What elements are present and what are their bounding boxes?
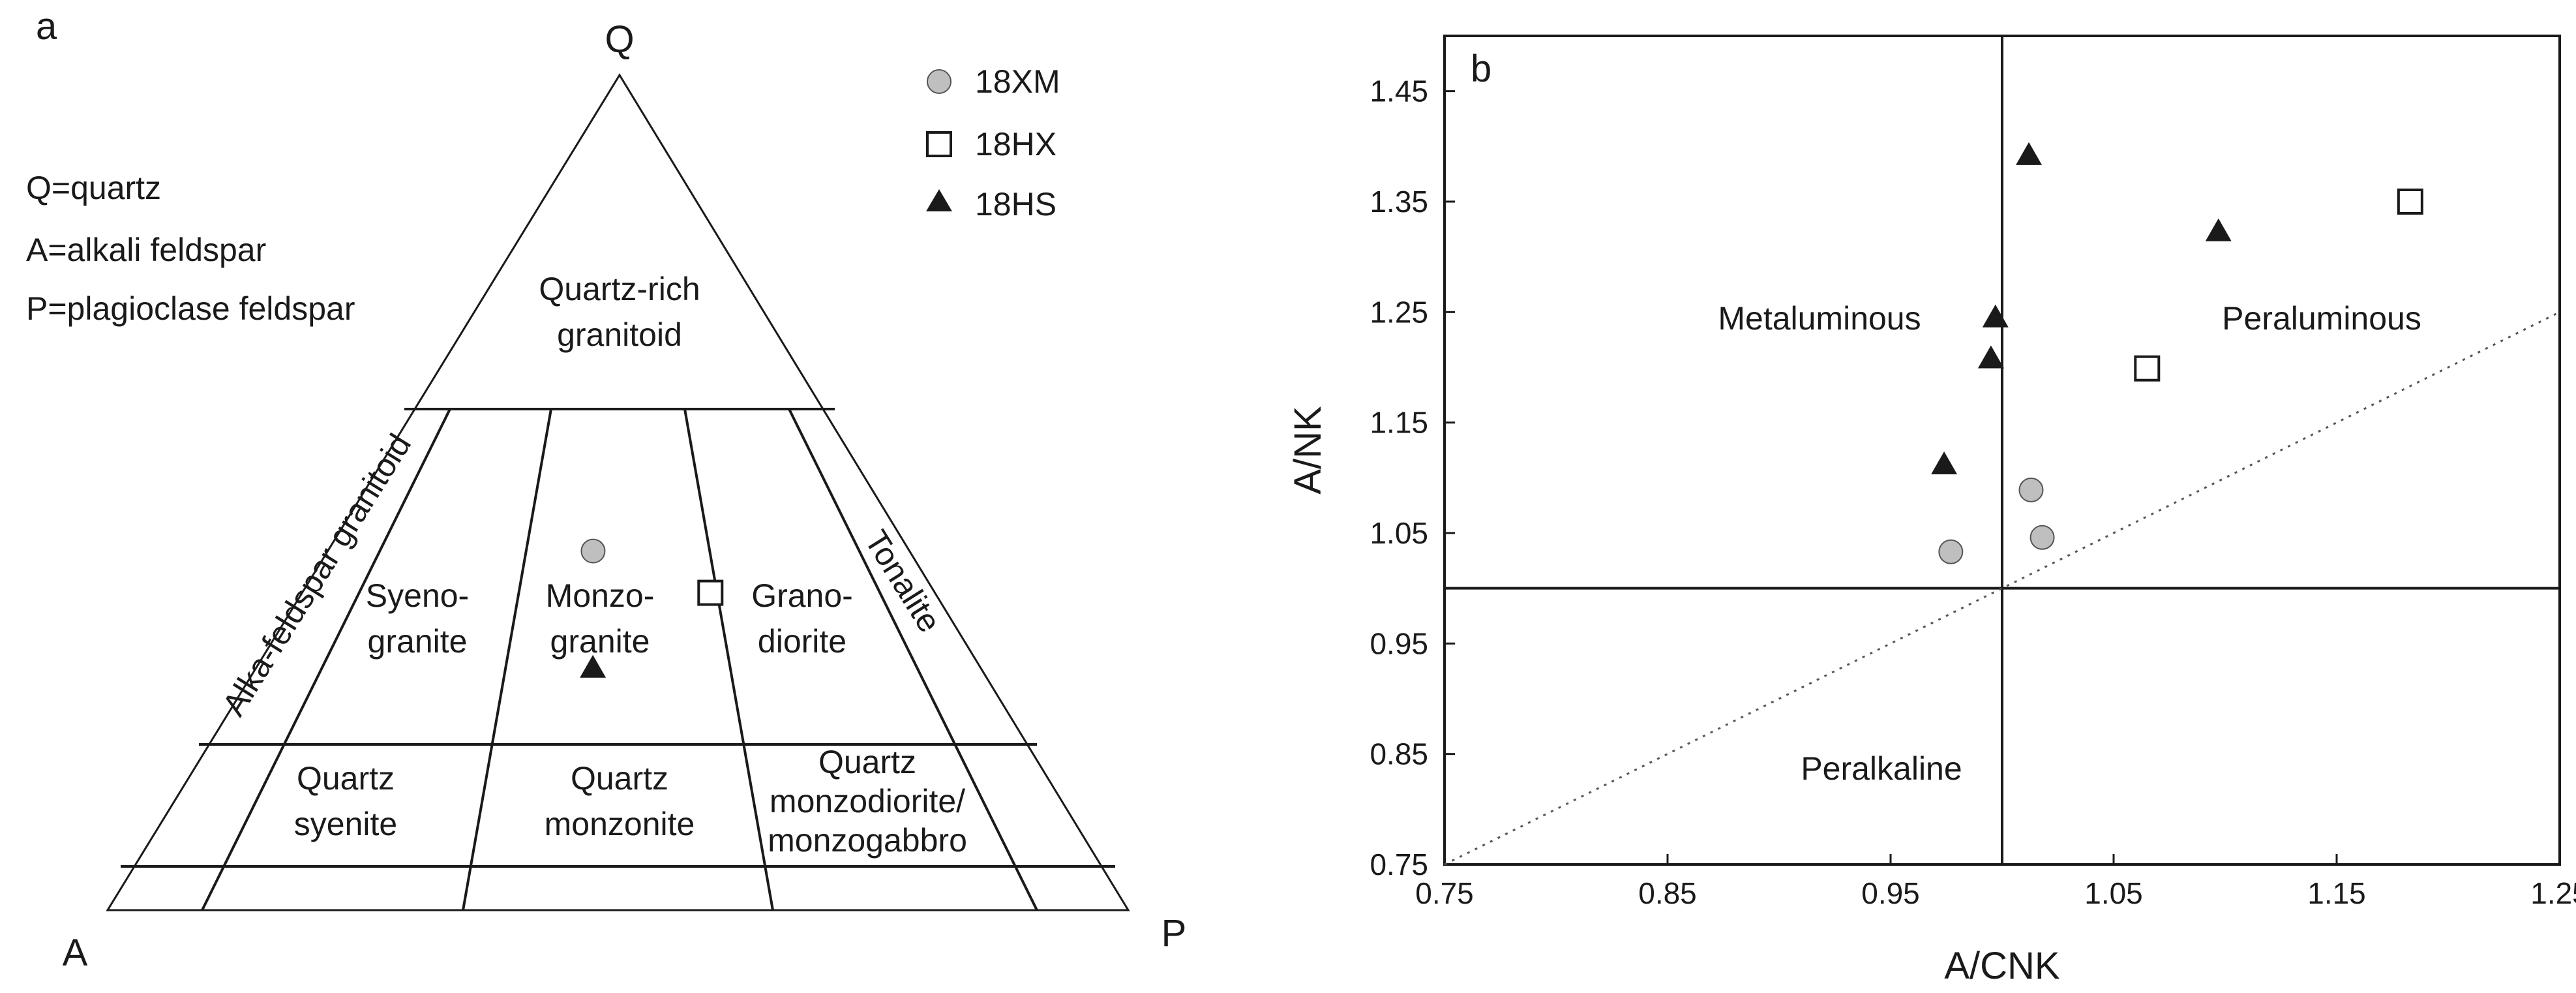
x-axis-label: A/CNK — [1944, 945, 2060, 987]
x-tick-label: 1.25 — [2530, 876, 2576, 910]
point-18xm — [2018, 477, 2044, 502]
point-18hs — [1931, 451, 1958, 475]
field-qsyenite-2: syenite — [294, 806, 397, 842]
y-tick-label: 0.95 — [1370, 626, 1428, 660]
x-tick-label: 1.15 — [2307, 876, 2366, 910]
point-18xm — [2029, 525, 2055, 550]
point-18hs — [2016, 142, 2043, 165]
y-tick-label: 1.05 — [1370, 516, 1428, 550]
legend-marker-18xm — [927, 69, 951, 94]
region-metaluminous: Metaluminous — [1718, 300, 1921, 337]
ternary-points — [580, 538, 724, 678]
vertex-a: A — [63, 932, 88, 974]
point-18hs — [1977, 345, 2004, 369]
ternary-point-18hs — [580, 654, 607, 678]
field-qmonzodiorite-3: monzogabbro — [768, 822, 967, 859]
divider-syeno — [201, 408, 451, 911]
field-syeno-2: granite — [368, 623, 468, 660]
y-tick-label: 1.45 — [1370, 74, 1428, 108]
legend-label-18hs: 18HS — [975, 186, 1056, 222]
scatter-points — [1931, 142, 2423, 564]
y-tick-label: 0.85 — [1370, 737, 1428, 771]
y-tick-label: 0.75 — [1370, 848, 1428, 881]
field-monzo-2: granite — [550, 623, 650, 660]
field-qmonzonite-2: monzonite — [545, 806, 695, 842]
field-qmonzodiorite-1: Quartz — [818, 744, 916, 780]
x-tick-label: 0.95 — [1861, 876, 1920, 910]
field-grano-2: diorite — [758, 623, 846, 660]
definition-q: Q=quartz — [26, 170, 161, 206]
x-tick-label: 0.75 — [1415, 876, 1474, 910]
divider-lines — [1444, 36, 2560, 866]
divider-grano — [683, 408, 774, 911]
axis-b: 0.75 0.85 0.95 1.05 1.15 1.25 0.75 0.85 0.95 1.05… — [1370, 74, 2576, 910]
definition-p: P=plagioclase feldspar — [26, 290, 355, 327]
ternary-point-18xm — [580, 538, 606, 564]
field-monzo-1: Monzo- — [546, 577, 655, 614]
x-tick-label: 0.85 — [1638, 876, 1697, 910]
field-qmonzodiorite-2: monzodiorite/ — [770, 783, 965, 819]
divider-monzo — [462, 408, 552, 911]
field-quartz-rich-2: granitoid — [557, 316, 682, 353]
vertex-q: Q — [605, 18, 634, 61]
field-grano-1: Grano- — [751, 577, 853, 614]
divider-tonalite — [788, 408, 1038, 911]
definition-a: A=alkali feldspar — [26, 232, 266, 268]
point-18hs — [2205, 218, 2232, 241]
ternary-point-18hx — [697, 579, 724, 606]
panel-b: b 0.75 0.85 0.95 1.05 1.15 1.25 0.75 0.85 0.95 1.… — [1287, 35, 2576, 987]
y-tick-label: 1.35 — [1370, 185, 1428, 219]
legend-marker-18hx — [926, 131, 952, 157]
field-qsyenite-1: Quartz — [297, 760, 395, 797]
panel-a-label: a — [36, 5, 57, 48]
point-18hx — [2397, 189, 2423, 215]
panel-b-label: b — [1471, 48, 1491, 90]
ternary-outline — [106, 73, 1130, 911]
region-peralkaline: Peralkaline — [1801, 750, 1962, 787]
legend: 18XM 18HX 18HS — [926, 63, 1060, 222]
field-syeno-1: Syeno- — [366, 577, 469, 614]
y-tick-label: 1.25 — [1370, 295, 1428, 329]
legend-marker-18hs — [926, 189, 952, 211]
field-qmonzonite-1: Quartz — [571, 760, 668, 797]
legend-label-18hx: 18HX — [975, 126, 1056, 162]
vertex-p: P — [1161, 912, 1187, 955]
y-tick-label: 1.15 — [1370, 406, 1428, 440]
point-18xm — [1938, 539, 1964, 564]
x-tick-label: 1.05 — [2084, 876, 2143, 910]
region-peraluminous: Peraluminous — [2222, 300, 2421, 337]
point-18hs — [1982, 304, 2009, 328]
point-18hx — [2134, 355, 2161, 382]
y-axis-label: A/NK — [1287, 406, 1329, 495]
field-quartz-rich-1: Quartz-rich — [539, 271, 700, 307]
legend-label-18xm: 18XM — [975, 63, 1060, 100]
